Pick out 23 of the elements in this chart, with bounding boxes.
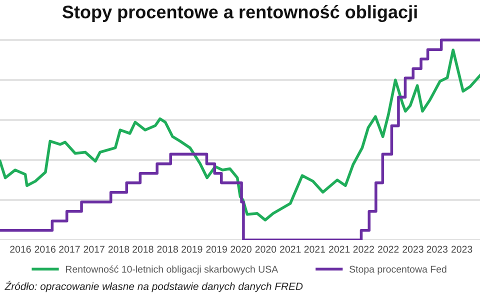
x-tick-label: 2018: [108, 246, 130, 253]
x-tick-label: 2018: [157, 246, 178, 253]
legend-label: Stopa procentowa Fed: [350, 266, 446, 275]
x-tick-label: 2017: [84, 246, 104, 253]
x-tick-label: 2023: [402, 246, 424, 253]
x-tick-label: 2021: [329, 246, 350, 253]
x-tick-label: 2023: [426, 246, 448, 253]
x-tick-label: 2021: [304, 246, 326, 253]
x-tick-label: 2018: [132, 246, 154, 253]
x-tick-label: 2023: [451, 246, 472, 253]
x-tick-label: 2022: [378, 246, 399, 253]
x-tick-label: 2019: [182, 246, 202, 253]
x-tick-label: 2016: [10, 246, 31, 253]
x-tick-label: 2019: [206, 246, 227, 253]
x-tick-label: 2020: [255, 246, 276, 253]
legend-label: Rentowność 10-letnich obligacji skarbowych USA: [66, 265, 278, 275]
x-tick-label: 2017: [59, 246, 80, 253]
x-tick-label: 2016: [34, 246, 56, 253]
text: Źródło: opracowanie własne na podstawie danych danych FRED: [4, 280, 303, 292]
x-tick-label: 2022: [353, 246, 374, 253]
x-tick-label: 2021: [280, 246, 301, 253]
chart-title: Stopy procentowe a rentowność obligacji: [62, 4, 417, 22]
x-tick-label: 2020: [230, 246, 252, 253]
